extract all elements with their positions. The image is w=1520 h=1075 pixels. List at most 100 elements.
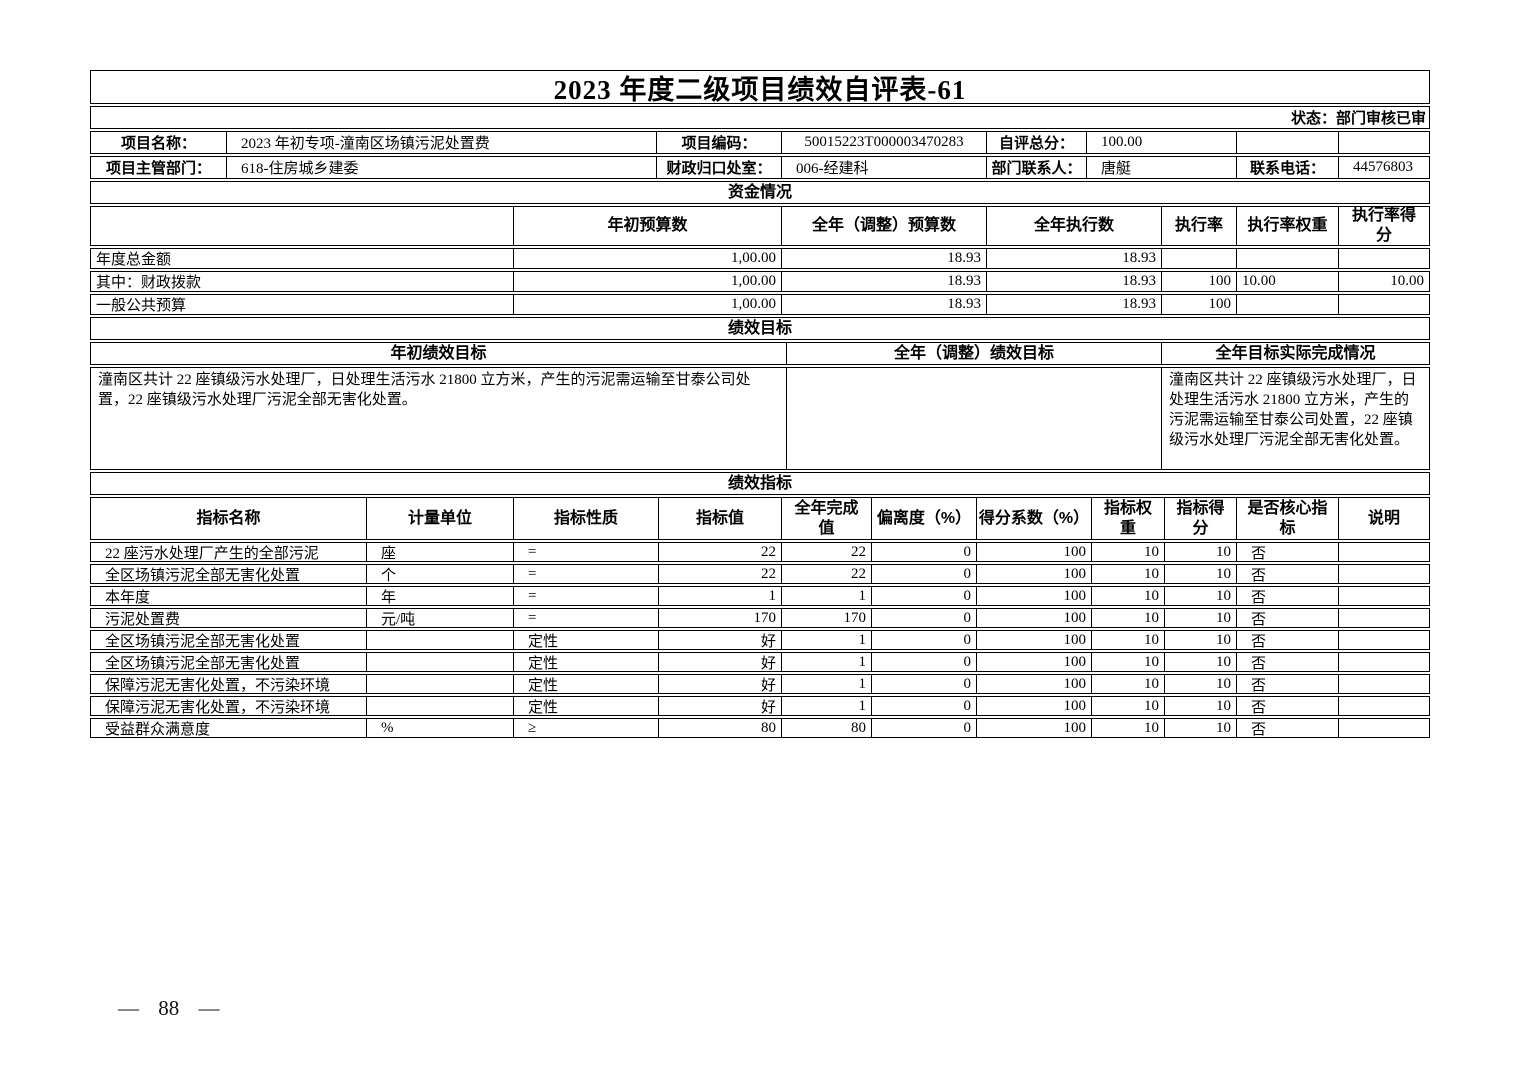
indicators-section-header: 绩效指标 — [90, 472, 1430, 495]
ind-header-nature: 指标性质 — [513, 498, 658, 539]
goals-section-header: 绩效目标 — [90, 317, 1430, 340]
finance-office-value: 006-经建科 — [781, 157, 986, 178]
indicator-row: 受益群众满意度 % ≥ 80 80 0 100 10 10 否 — [90, 718, 1430, 738]
ind-cell-unit: 个 — [366, 565, 513, 583]
ind-cell-weight: 10 — [1091, 653, 1164, 671]
dept-label: 项目主管部门： — [105, 160, 211, 177]
ind-header-name: 指标名称 — [196, 509, 261, 527]
ind-cell-target: 22 — [658, 565, 781, 583]
funding-row-name: 一般公共预算 — [96, 298, 187, 314]
ind-cell-completed: 1 — [781, 631, 871, 649]
funding-cell-weight: 10.00 — [1236, 272, 1338, 291]
ind-header-score: 指标得分 — [1164, 498, 1236, 539]
ind-cell-score: 10 — [1164, 631, 1236, 649]
funding-cell-adjusted: 18.93 — [781, 272, 986, 291]
ind-cell-completed: 1 — [781, 587, 871, 605]
indicator-row: 全区场镇污泥全部无害化处置 定性 好 1 0 100 10 10 否 — [90, 630, 1430, 650]
funding-cell-rate: 100 — [1161, 295, 1236, 314]
funding-cell-executed: 18.93 — [986, 295, 1161, 314]
funding-row-public-budget: 一般公共预算 1,00.00 18.93 18.93 100 — [90, 294, 1430, 315]
ind-cell-completed: 22 — [781, 543, 871, 561]
funding-cell-initial: 1,00.00 — [513, 272, 781, 291]
ind-cell-unit — [366, 653, 513, 671]
ind-cell-completed: 1 — [781, 697, 871, 715]
ind-cell-deviation: 0 — [871, 543, 976, 561]
indicator-row: 全区场镇污泥全部无害化处置 定性 好 1 0 100 10 10 否 — [90, 652, 1430, 672]
dept-value: 618-住房城乡建委 — [226, 157, 656, 178]
ind-cell-core: 否 — [1236, 675, 1338, 693]
phone-value: 44576803 — [1338, 157, 1429, 178]
indicator-row: 本年度 年 = 1 1 0 100 10 10 否 — [90, 586, 1430, 606]
ind-cell-nature: ≥ — [513, 719, 658, 737]
ind-cell-weight: 10 — [1091, 565, 1164, 583]
ind-cell-core: 否 — [1236, 587, 1338, 605]
project-name-label: 项目名称： — [120, 135, 196, 152]
ind-cell-core: 否 — [1236, 609, 1338, 627]
ind-cell-name: 本年度 — [105, 589, 151, 606]
ind-cell-completed: 170 — [781, 609, 871, 627]
ind-cell-score: 10 — [1164, 719, 1236, 737]
goal-initial-text: 潼南区共计 22 座镇级污水处理厂，日处理生活污水 21800 立方米，产生的污… — [98, 372, 751, 408]
ind-cell-nature: = — [513, 609, 658, 627]
funding-section-header: 资金情况 — [90, 181, 1430, 204]
ind-cell-name: 保障污泥无害化处置，不污染环境 — [105, 677, 331, 694]
funding-cell-adjusted: 18.93 — [781, 249, 986, 268]
ind-cell-nature: 定性 — [513, 631, 658, 649]
ind-cell-target: 170 — [658, 609, 781, 627]
ind-cell-deviation: 0 — [871, 631, 976, 649]
ind-cell-target: 好 — [658, 653, 781, 671]
page-title: 2023 年度二级项目绩效自评表-61 — [553, 74, 967, 104]
ind-header-core: 是否核心指标 — [1236, 498, 1338, 539]
ind-cell-score: 10 — [1164, 565, 1236, 583]
ind-cell-name: 污泥处置费 — [105, 611, 181, 628]
ind-cell-name: 全区场镇污泥全部无害化处置 — [105, 567, 301, 584]
funding-cell-score — [1338, 249, 1429, 268]
ind-cell-score-coef: 100 — [976, 675, 1091, 693]
ind-cell-target: 好 — [658, 631, 781, 649]
ind-cell-note — [1338, 719, 1429, 737]
ind-header-unit: 计量单位 — [366, 498, 513, 539]
indicator-row: 22 座污水处理厂产生的全部污泥 座 = 22 22 0 100 10 10 否 — [90, 542, 1430, 562]
funding-row-name: 其中：财政拨款 — [96, 275, 202, 291]
funding-cell-executed: 18.93 — [986, 249, 1161, 268]
ind-cell-name: 保障污泥无害化处置，不污染环境 — [105, 699, 331, 716]
ind-cell-weight: 10 — [1091, 675, 1164, 693]
funding-cell-executed: 18.93 — [986, 272, 1161, 291]
ind-cell-deviation: 0 — [871, 587, 976, 605]
ind-cell-target: 好 — [658, 697, 781, 715]
ind-cell-score-coef: 100 — [976, 543, 1091, 561]
project-name-value: 2023 年初专项-潼南区场镇污泥处置费 — [226, 132, 656, 153]
ind-cell-completed: 1 — [781, 653, 871, 671]
ind-cell-target: 22 — [658, 543, 781, 561]
goals-section-title: 绩效目标 — [727, 319, 792, 337]
ind-cell-target: 80 — [658, 719, 781, 737]
funding-row-name: 年度总金额 — [96, 252, 172, 268]
funding-cell-score — [1338, 295, 1429, 314]
indicators-header-row: 指标名称 计量单位 指标性质 指标值 全年完成值 偏离度（%） 得分系数（%） … — [90, 497, 1430, 540]
ind-cell-deviation: 0 — [871, 719, 976, 737]
ind-cell-weight: 10 — [1091, 609, 1164, 627]
ind-cell-score-coef: 100 — [976, 609, 1091, 627]
ind-cell-core: 否 — [1236, 653, 1338, 671]
ind-cell-core: 否 — [1236, 565, 1338, 583]
funding-header-empty — [91, 207, 513, 245]
funding-row-total: 年度总金额 1,00.00 18.93 18.93 — [90, 248, 1430, 269]
status-badge: 状态：部门审核已审 — [1290, 110, 1426, 127]
ind-cell-unit — [366, 697, 513, 715]
ind-cell-note — [1338, 631, 1429, 649]
ind-cell-note — [1338, 653, 1429, 671]
goals-header-row: 年初绩效目标 全年（调整）绩效目标 全年目标实际完成情况 — [90, 342, 1430, 365]
ind-cell-score: 10 — [1164, 609, 1236, 627]
indicator-row: 保障污泥无害化处置，不污染环境 定性 好 1 0 100 10 10 否 — [90, 696, 1430, 716]
ind-cell-score-coef: 100 — [976, 587, 1091, 605]
funding-cell-score: 10.00 — [1338, 272, 1429, 291]
funding-cell-initial: 1,00.00 — [513, 295, 781, 314]
ind-cell-nature: 定性 — [513, 653, 658, 671]
ind-cell-note — [1338, 697, 1429, 715]
ind-cell-note — [1338, 587, 1429, 605]
ind-cell-nature: = — [513, 543, 658, 561]
goal-adjusted-text — [786, 368, 1161, 469]
ind-cell-score: 10 — [1164, 587, 1236, 605]
ind-cell-deviation: 0 — [871, 697, 976, 715]
info-empty-label — [1236, 132, 1338, 153]
